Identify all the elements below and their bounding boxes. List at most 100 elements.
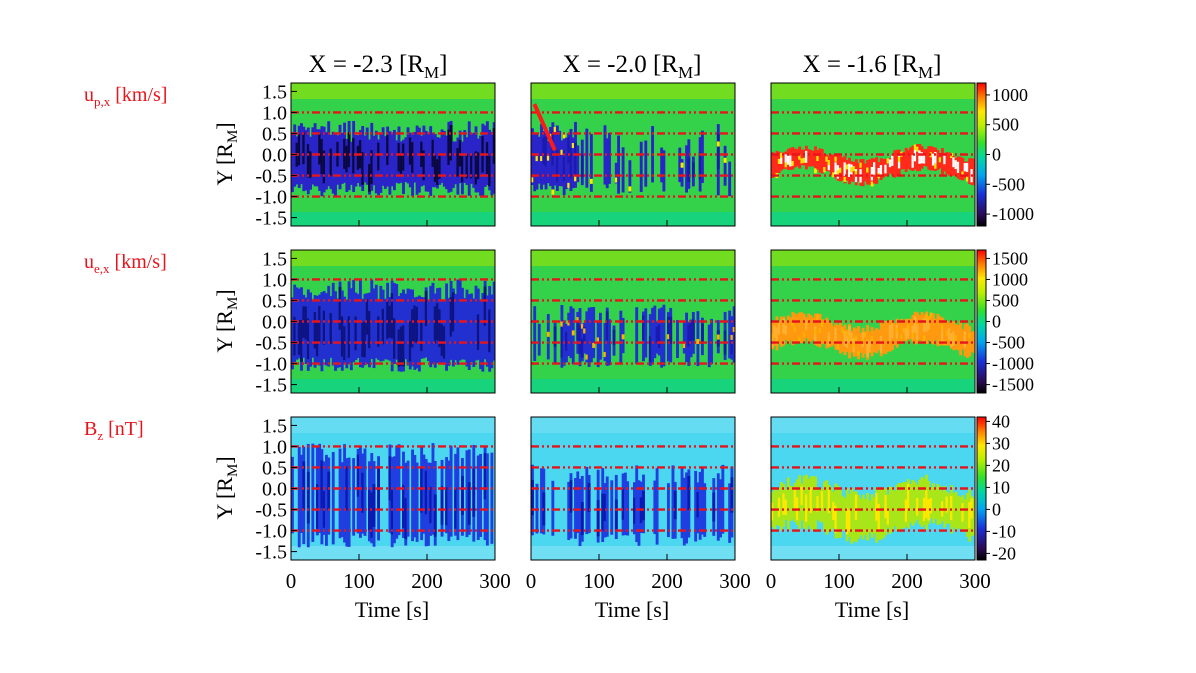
heatmap-streak: [902, 482, 906, 529]
heatmap-panel: 0 100 200 300: [766, 416, 991, 593]
heatmap-streak: [818, 148, 822, 173]
heatmap-streak: [619, 310, 623, 364]
heatmap-streak: [336, 298, 340, 368]
heatmap-streak: [587, 307, 591, 367]
heatmap-core: [293, 316, 297, 356]
heatmap-streak: [599, 312, 602, 360]
heatmap-accent: [800, 158, 804, 164]
heatmap-core: [786, 154, 790, 165]
y-tick-label: 0.0: [262, 145, 287, 167]
heatmap-streak: [537, 136, 541, 184]
heatmap-core: [642, 490, 645, 521]
colorbar-tick-label: 10: [992, 477, 1010, 497]
heatmap-streak: [897, 322, 901, 342]
heatmap-core: [950, 495, 953, 521]
heatmap-core: [687, 157, 691, 183]
heatmap-streak: [481, 293, 485, 372]
heatmap-streak: [381, 127, 385, 186]
heatmap-accent: [861, 338, 865, 344]
heatmap-streak: [393, 456, 396, 544]
heatmap-streak: [845, 160, 849, 181]
heatmap-streak: [605, 138, 609, 189]
heatmap-core: [315, 484, 319, 529]
heatmap-core: [386, 135, 390, 166]
heatmap-accent: [546, 331, 550, 337]
heatmap-streak: [823, 154, 826, 170]
heatmap-core: [320, 138, 324, 175]
heatmap-core: [773, 325, 777, 338]
heatmap-streak: [707, 324, 711, 368]
heatmap-streak: [895, 149, 899, 177]
heatmap-core: [947, 328, 951, 340]
heatmap-streak: [875, 157, 879, 184]
heatmap-core: [580, 502, 584, 535]
heatmap-accent: [866, 167, 870, 173]
heatmap-streak: [859, 498, 863, 536]
heatmap-streak: [490, 452, 494, 544]
y-tick-label: 1.0: [262, 436, 287, 458]
heatmap-core: [476, 314, 480, 350]
heatmap-core: [408, 137, 412, 165]
heatmap-streak: [873, 497, 876, 534]
heatmap-accent: [857, 350, 860, 356]
heatmap-core: [438, 309, 442, 348]
heatmap-core: [834, 328, 838, 342]
heatmap-core: [329, 148, 333, 176]
heatmap-streak: [467, 294, 471, 371]
heatmap-streak: [701, 467, 704, 535]
heatmap-streak: [696, 311, 700, 367]
panel-frame: [770, 249, 976, 394]
heatmap-streak: [429, 285, 433, 368]
heatmap-streak: [852, 161, 856, 182]
heatmap-core: [698, 152, 702, 180]
heatmap-core: [657, 324, 661, 349]
heatmap-core: [789, 155, 792, 167]
heatmap-streak: [732, 306, 735, 363]
colorbar-tick-label: 40: [992, 411, 1010, 431]
heatmap-streak: [780, 316, 783, 347]
heatmap-streak: [882, 487, 885, 539]
heatmap-streak: [374, 130, 378, 194]
heatmap-streak: [404, 293, 408, 360]
heatmap-accent: [621, 334, 625, 340]
y-tick-label: 0.0: [262, 312, 287, 334]
heatmap-streak: [800, 149, 804, 166]
heatmap-streak: [427, 462, 430, 546]
x-tick-label: 0: [286, 569, 297, 593]
heatmap-core: [868, 340, 872, 352]
heatmap-streak: [820, 148, 824, 174]
colorbar-tick-label: 0: [992, 499, 1001, 519]
heatmap-streak: [485, 295, 489, 367]
x-tick-label: 200: [891, 569, 923, 593]
heatmap-core: [943, 155, 947, 165]
heatmap-streak: [820, 319, 824, 344]
heatmap-streak: [454, 293, 458, 361]
heatmap-core: [361, 152, 365, 185]
heatmap-core: [438, 155, 442, 179]
heatmap-accent: [907, 324, 910, 330]
heatmap-core: [456, 147, 460, 177]
y-tick-label: 0.5: [262, 290, 287, 312]
heatmap-core: [445, 487, 448, 526]
colorbar-tick-label: 1000: [992, 85, 1028, 105]
heatmap-streak: [902, 152, 906, 170]
heatmap-streak: [479, 300, 482, 370]
heatmap-streak: [388, 131, 392, 195]
heatmap-accent: [820, 322, 824, 328]
heatmap-streak: [936, 150, 940, 170]
heatmap-accent: [571, 143, 575, 149]
y-tick-label: 0.5: [262, 123, 287, 145]
heatmap-streak: [422, 454, 426, 534]
heatmap-core: [352, 137, 356, 174]
heatmap-streak: [429, 126, 433, 196]
heatmap-streak: [857, 162, 860, 182]
heatmap-accent: [583, 328, 586, 334]
heatmap-streak: [531, 128, 534, 186]
heatmap-accent: [848, 335, 851, 341]
heatmap-edge-band: [531, 417, 735, 433]
heatmap-core: [431, 139, 435, 167]
heatmap-core: [578, 325, 582, 355]
heatmap-accent: [911, 332, 915, 338]
heatmap-edge-band: [531, 379, 735, 393]
heatmap-edge-band: [771, 546, 975, 560]
